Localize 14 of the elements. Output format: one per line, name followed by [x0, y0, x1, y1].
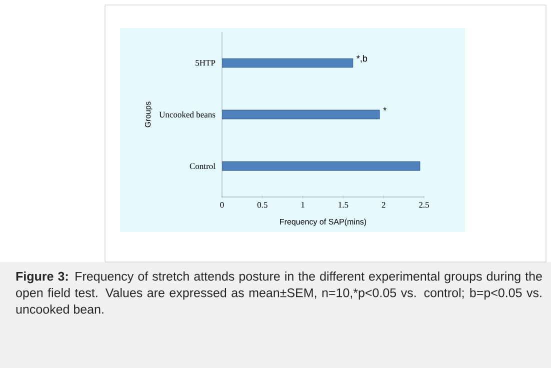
- y-tick-label: Control: [190, 163, 216, 170]
- x-tick-label: 2.5: [419, 202, 429, 208]
- y-tick-label: 5HTP: [196, 60, 216, 66]
- annotation: *,b: [356, 54, 368, 63]
- text: Figure 3: Frequency of stretch attends posture in the different experimental groups during the open field test. Values are expressed as mean±SEM, n=10,*p<0.05 vs. control; b=p<0.05 vs. uncooked bean.: [16, 272, 542, 314]
- x-tick-label: 2: [382, 202, 386, 208]
- annotation: *: [383, 107, 386, 110]
- x-tick-label: 1: [301, 202, 304, 208]
- x-tick-label: 0: [220, 202, 224, 208]
- y-axis-title: Groups: [144, 102, 152, 128]
- x-axis-title: Frequency of SAP(mins): [280, 218, 366, 226]
- x-tick-label: 1.5: [338, 202, 348, 208]
- x-tick-label: 0.5: [257, 202, 268, 208]
- y-tick-label: Uncooked beans: [159, 112, 216, 118]
